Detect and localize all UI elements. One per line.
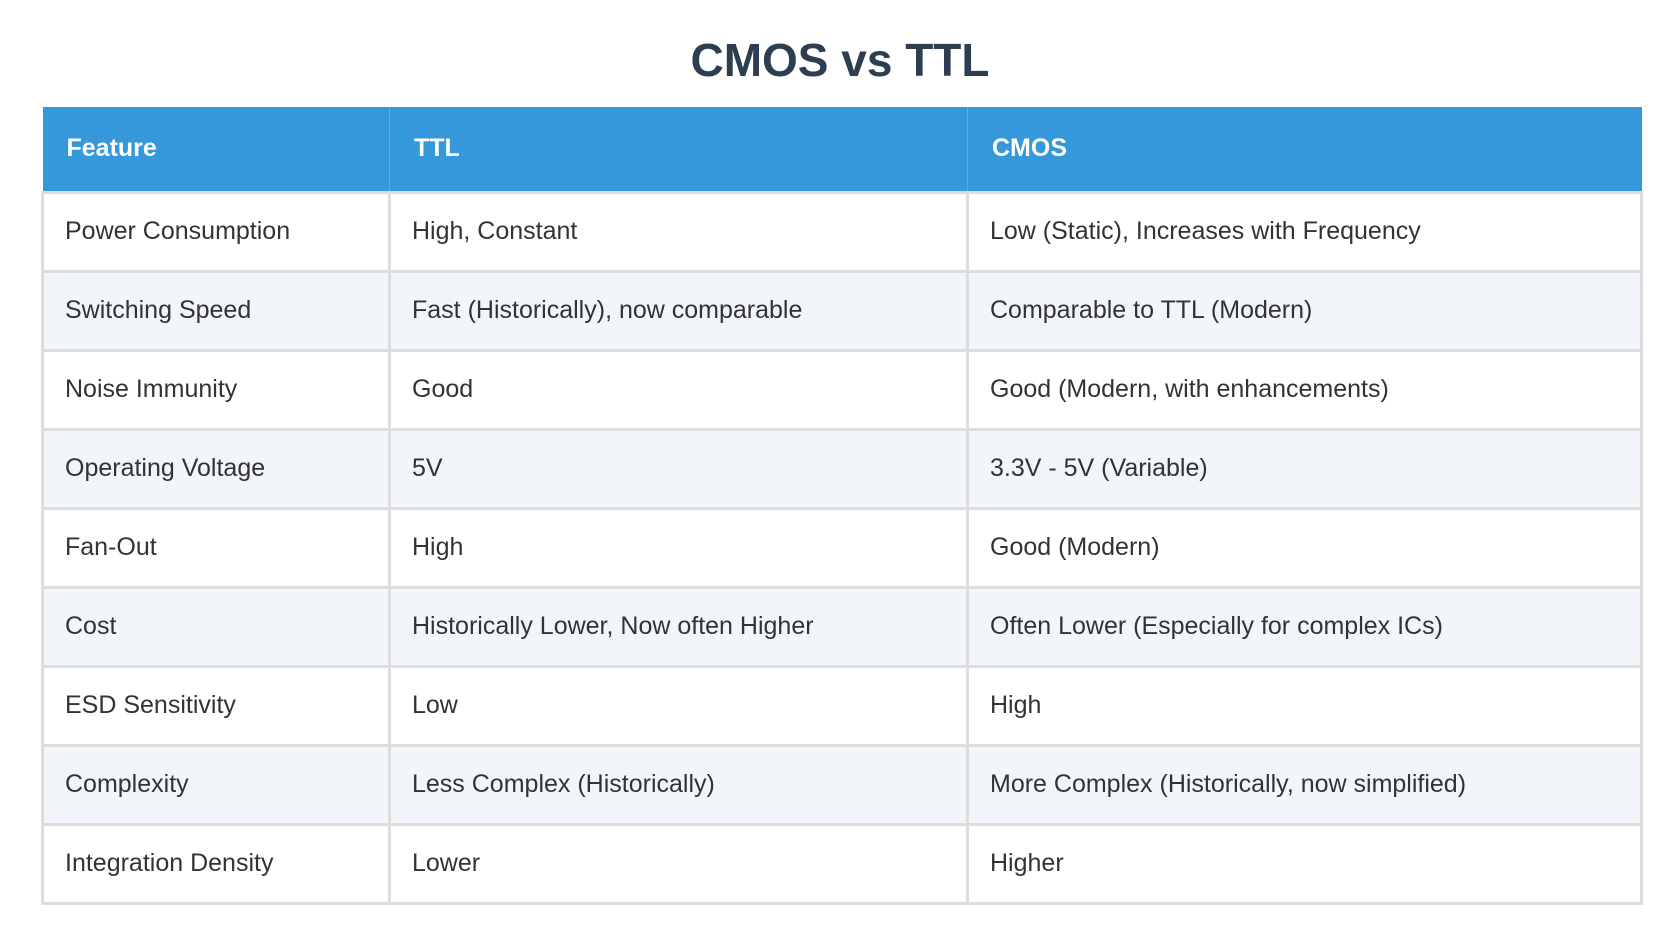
feature-cell: Complexity [41,743,391,826]
ttl-cell: Lower [388,822,969,905]
comparison-table: Feature TTL CMOS Power Consumption High,… [41,107,1643,905]
table-row: Complexity Less Complex (Historically) M… [41,743,1643,826]
feature-cell: Power Consumption [41,190,391,273]
ttl-cell: 5V [388,427,969,510]
feature-cell: Operating Voltage [41,427,391,510]
feature-cell: Fan-Out [41,506,391,589]
table-row: Cost Historically Lower, Now often Highe… [41,585,1643,668]
cmos-cell: Often Lower (Especially for complex ICs) [966,585,1643,668]
table-body: Power Consumption High, Constant Low (St… [41,190,1643,905]
header-cmos: CMOS [967,107,1642,194]
table-header: Feature TTL CMOS [42,107,1642,194]
ttl-cell: Fast (Historically), now comparable [388,269,969,352]
ttl-cell: Historically Lower, Now often Higher [388,585,969,668]
ttl-cell: Low [388,664,969,747]
ttl-cell: High [388,506,969,589]
feature-cell: ESD Sensitivity [41,664,391,747]
cmos-cell: Comparable to TTL (Modern) [966,269,1643,352]
header-ttl: TTL [389,107,968,194]
ttl-cell: Less Complex (Historically) [388,743,969,826]
feature-cell: Noise Immunity [41,348,391,431]
cmos-cell: More Complex (Historically, now simplifi… [966,743,1643,826]
ttl-cell: High, Constant [388,190,969,273]
cmos-cell: High [966,664,1643,747]
feature-cell: Switching Speed [41,269,391,352]
table-row: Power Consumption High, Constant Low (St… [41,190,1643,273]
feature-cell: Integration Density [41,822,391,905]
header-feature: Feature [42,107,390,194]
ttl-cell: Good [388,348,969,431]
table-row: Switching Speed Fast (Historically), now… [41,269,1643,352]
cmos-cell: 3.3V - 5V (Variable) [966,427,1643,510]
page-title: CMOS vs TTL [690,34,990,86]
cmos-cell: Good (Modern, with enhancements) [966,348,1643,431]
feature-cell: Cost [41,585,391,668]
header-row: Feature TTL CMOS [42,107,1642,194]
table-row: Fan-Out High Good (Modern) [41,506,1643,589]
table-row: ESD Sensitivity Low High [41,664,1643,747]
cmos-cell: Good (Modern) [966,506,1643,589]
cmos-cell: Low (Static), Increases with Frequency [966,190,1643,273]
table-row: Noise Immunity Good Good (Modern, with e… [41,348,1643,431]
table-row: Operating Voltage 5V 3.3V - 5V (Variable… [41,427,1643,510]
table-row: Integration Density Lower Higher [41,822,1643,905]
cmos-cell: Higher [966,822,1643,905]
